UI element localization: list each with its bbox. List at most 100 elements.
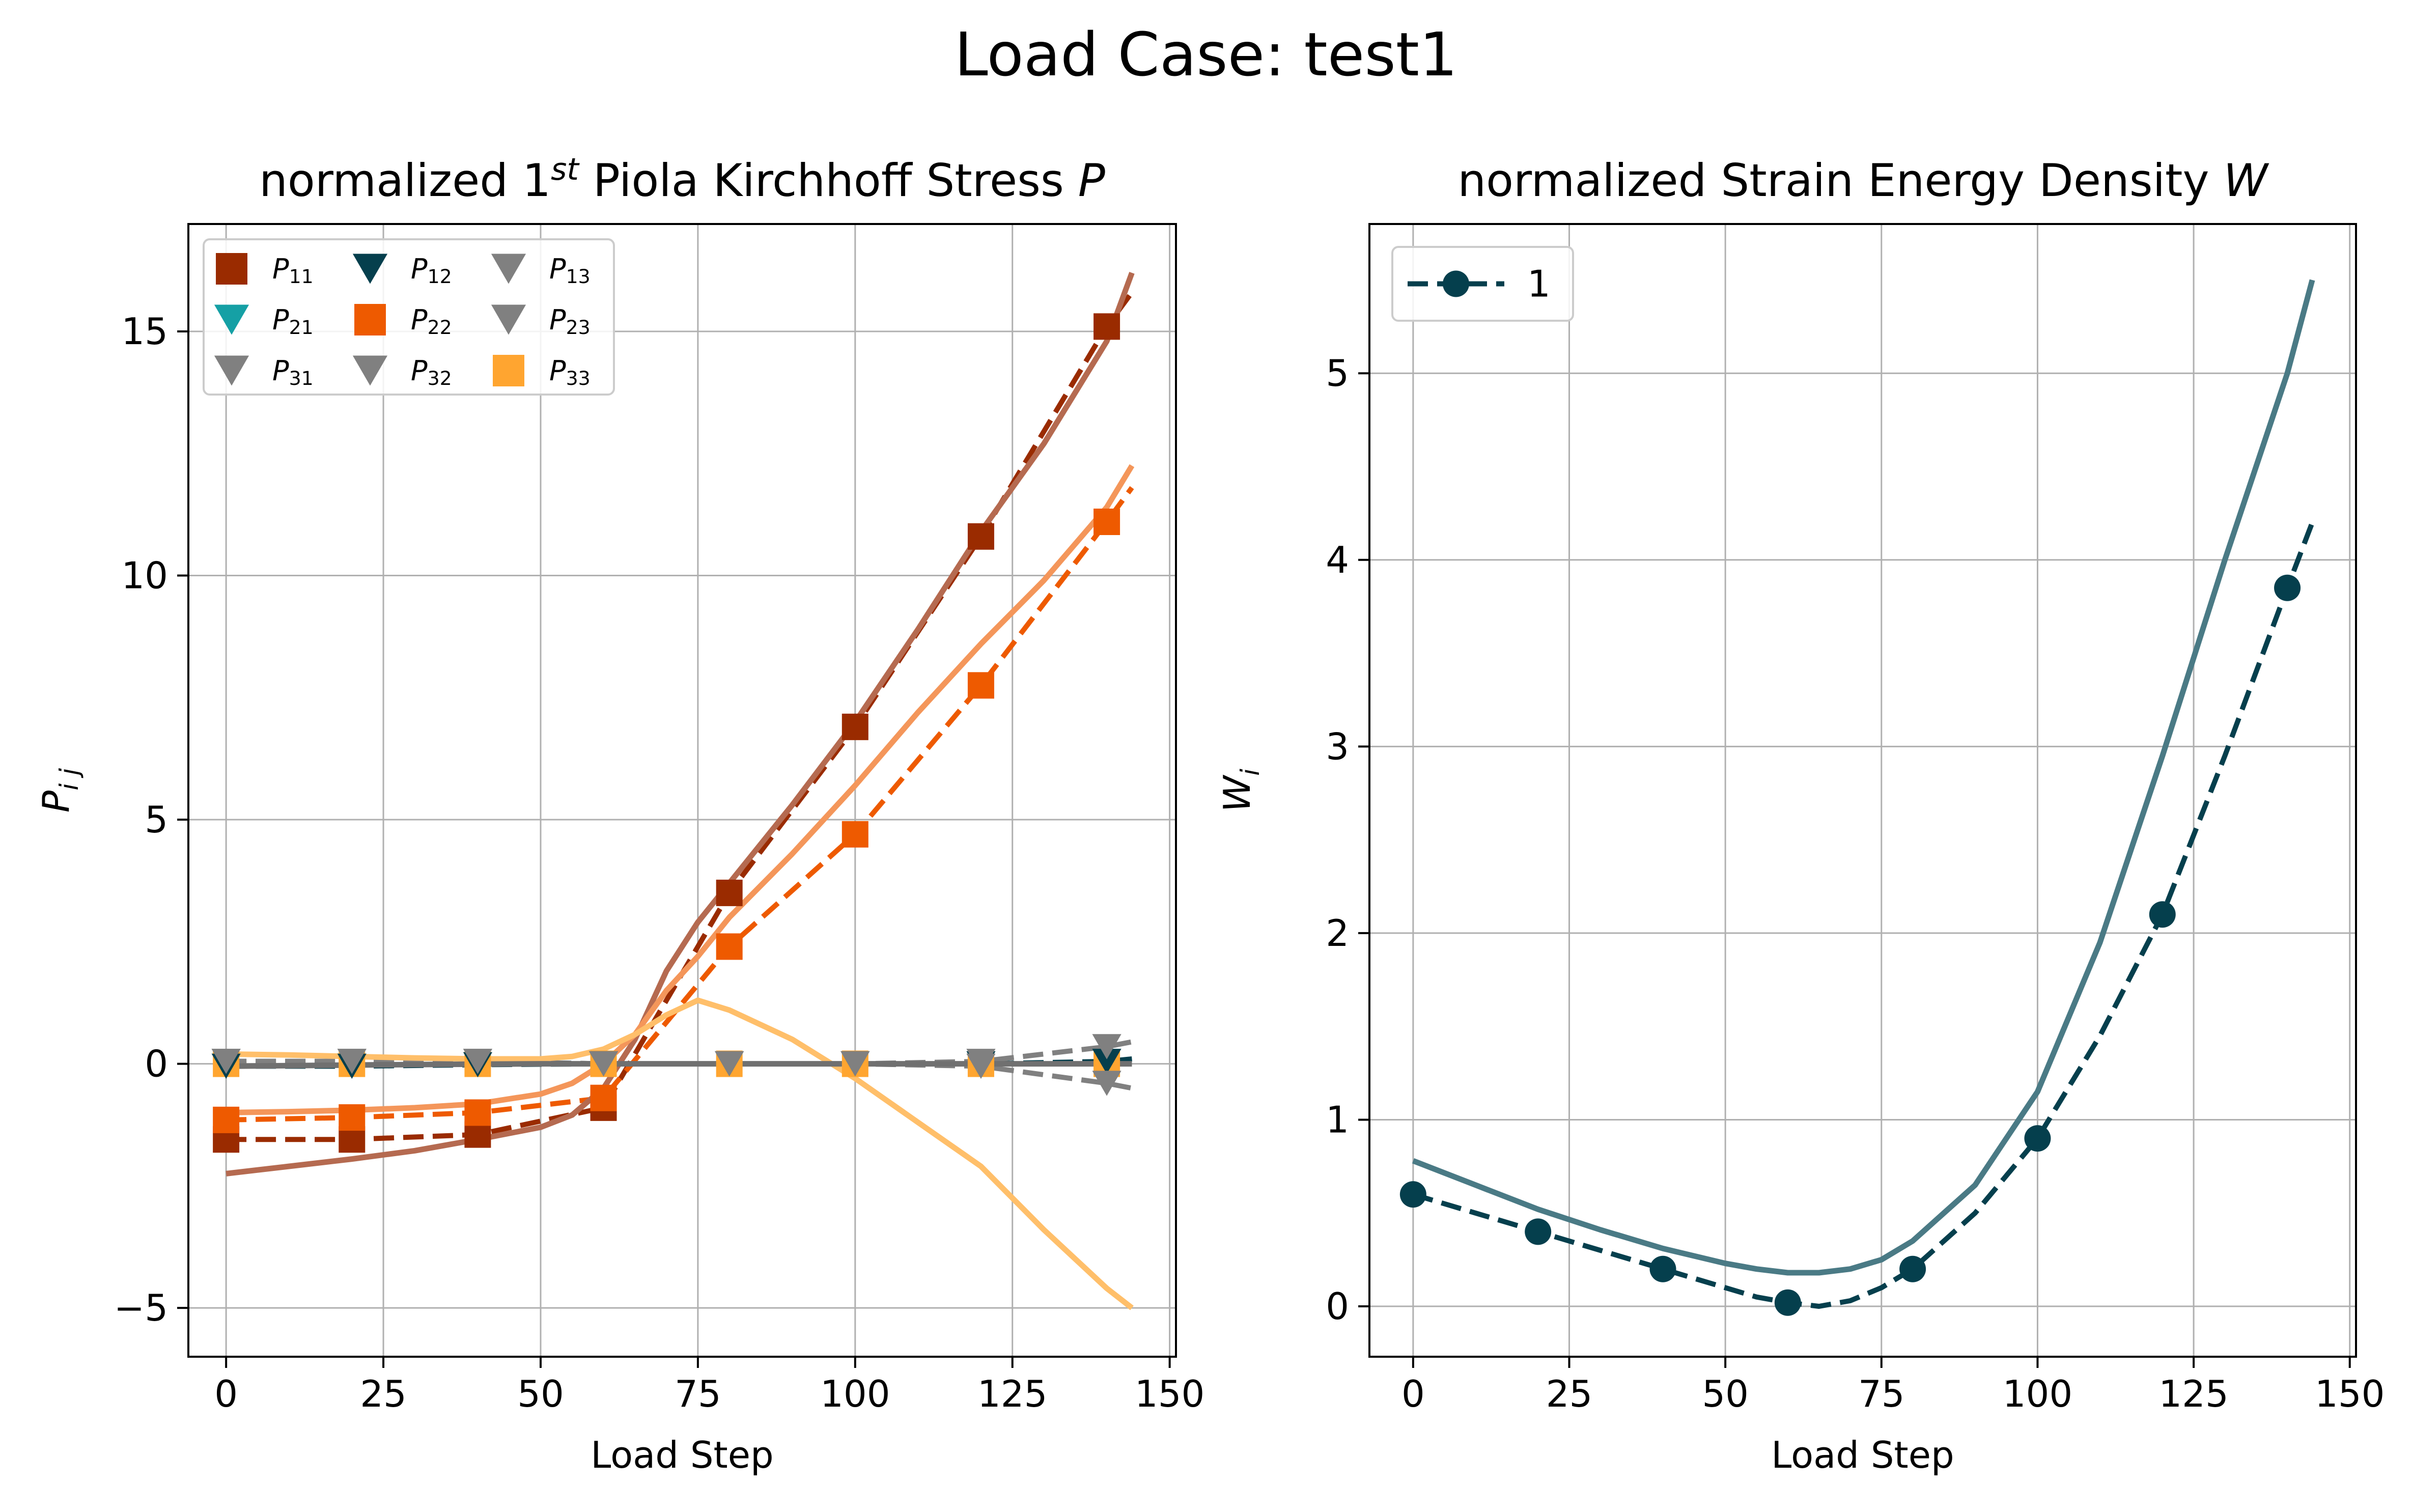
energy-legend-label: 1: [1527, 263, 1551, 305]
stress-data-point: [1092, 1034, 1121, 1059]
energy-data-point: [2274, 574, 2301, 601]
energy-data-point: [1399, 1181, 1426, 1208]
stress-x-tick-label: 25: [360, 1373, 407, 1415]
stress-data-point: [337, 1049, 367, 1074]
stress-legend-label: P12: [411, 253, 452, 288]
stress-series-line-P33-model: [226, 997, 1134, 1310]
energy-y-tick-label: 5: [1326, 352, 1349, 395]
stress-legend-marker: [491, 304, 526, 335]
stress-x-tick-label: 50: [517, 1373, 564, 1415]
stress-data-point: [588, 1051, 619, 1077]
energy-data-point: [1774, 1289, 1801, 1316]
stress-data-point: [463, 1049, 493, 1074]
stress-legend-marker: [214, 355, 249, 386]
energy-y-tick-label: 1: [1326, 1098, 1349, 1141]
figure-suptitle: Load Case: test1: [955, 19, 1457, 90]
stress-legend-label: P23: [549, 304, 591, 339]
stress-data-point: [967, 523, 994, 550]
stress-data-point: [590, 1084, 617, 1111]
energy-plot-frame: [1368, 223, 2357, 1358]
stress-data-point: [1093, 313, 1120, 340]
energy-data-point: [2024, 1125, 2051, 1152]
stress-legend-label: P11: [272, 253, 314, 288]
energy-x-tick-label: 50: [1702, 1373, 1749, 1415]
energy-y-ticks: 0 1 2 3 4 5: [1326, 352, 1369, 1328]
stress-x-ticks: 0 25 50 75 100 125 150: [214, 1357, 1204, 1415]
stress-data-point: [842, 713, 868, 740]
stress-data-point: [840, 1051, 870, 1077]
stress-data-point: [339, 1104, 366, 1131]
energy-x-ticks: 0 25 50 75 100 125 150: [1401, 1357, 2385, 1415]
stress-chart-title: normalized 1st Piola Kirchhoff Stress P: [259, 152, 1105, 207]
stress-data-point: [967, 672, 994, 699]
stress-legend-marker: [354, 304, 386, 335]
stress-data-point: [211, 1049, 241, 1074]
stress-x-tick-label: 100: [820, 1373, 890, 1415]
energy-x-tick-label: 0: [1401, 1373, 1425, 1415]
energy-x-tick-label: 125: [2158, 1373, 2228, 1415]
stress-y-axis-label: Pi j: [35, 768, 84, 813]
stress-y-tick-label: 15: [121, 310, 168, 353]
stress-legend-marker: [352, 355, 388, 386]
energy-x-tick-label: 25: [1546, 1373, 1593, 1415]
stress-data-point: [842, 821, 868, 848]
stress-chart-panel: 0 25 50 75 100 125 150 −5 0 5 10 15 normalized 1st…: [35, 152, 1204, 1476]
stress-legend-label: P13: [549, 253, 591, 288]
stress-legend-marker: [352, 254, 388, 284]
stress-series-markers: [211, 313, 1121, 1153]
energy-data-point: [2149, 901, 2176, 928]
stress-legend-label: P21: [272, 304, 314, 339]
stress-series-line-P12-model: [226, 1061, 1132, 1069]
stress-legend-label: P31: [272, 355, 314, 390]
energy-y-tick-label: 0: [1326, 1285, 1349, 1328]
stress-data-point: [1092, 1049, 1121, 1074]
stress-data-point: [213, 1106, 240, 1133]
stress-data-point: [1092, 1071, 1121, 1096]
stress-legend-label: P22: [411, 304, 452, 339]
energy-y-tick-label: 4: [1326, 539, 1349, 581]
stress-data-point: [716, 933, 743, 960]
stress-legend-marker: [491, 254, 526, 284]
energy-y-tick-label: 3: [1326, 725, 1349, 768]
stress-data-point: [716, 879, 743, 906]
stress-x-tick-label: 0: [214, 1373, 238, 1415]
energy-x-tick-label: 100: [2003, 1373, 2072, 1415]
energy-grid: [1369, 224, 2356, 1357]
stress-legend-marker: [214, 304, 249, 335]
energy-data-point: [1525, 1218, 1552, 1245]
energy-series-markers: [1399, 574, 2301, 1316]
energy-x-axis-label: Load Step: [1771, 1434, 1954, 1476]
stress-y-tick-label: 5: [145, 798, 168, 841]
stress-data-point: [464, 1099, 491, 1126]
stress-x-tick-label: 125: [977, 1373, 1047, 1415]
stress-legend-marker: [216, 253, 247, 285]
energy-chart-panel: 0 25 50 75 100 125 150 0 1 2 3 4 5 normalized Strai…: [1216, 154, 2385, 1476]
stress-plot-frame: [187, 223, 1177, 1358]
energy-x-tick-label: 75: [1858, 1373, 1905, 1415]
stress-y-ticks: −5 0 5 10 15: [114, 310, 188, 1329]
stress-series-line-P22-model: [226, 464, 1135, 1115]
stress-data-point: [966, 1053, 996, 1079]
energy-data-point: [1649, 1255, 1676, 1282]
stress-legend-marker: [493, 355, 524, 386]
energy-y-tick-label: 2: [1326, 912, 1349, 955]
stress-y-tick-label: 0: [145, 1043, 168, 1085]
energy-legend-marker: [1443, 270, 1469, 297]
energy-chart-title: normalized Strain Energy Density W: [1457, 154, 2269, 207]
stress-legend-label: P33: [549, 355, 591, 390]
energy-data-point: [1899, 1255, 1926, 1282]
stress-data-point: [715, 1051, 744, 1077]
energy-x-tick-label: 150: [2315, 1373, 2385, 1415]
energy-legend: 1: [1391, 246, 1574, 322]
stress-x-axis-label: Load Step: [591, 1434, 774, 1476]
stress-x-tick-label: 75: [675, 1373, 721, 1415]
stress-x-tick-label: 150: [1135, 1373, 1204, 1415]
stress-legend-label: P32: [411, 355, 452, 390]
energy-series-line-1-model: [1412, 279, 2315, 1276]
stress-y-tick-label: −5: [114, 1286, 168, 1329]
stress-legend: P11 P12 P13 P21 P22 P23 P31 P32 P33: [203, 238, 615, 396]
stress-data-point: [1093, 509, 1120, 536]
stress-y-tick-label: 10: [121, 554, 168, 597]
